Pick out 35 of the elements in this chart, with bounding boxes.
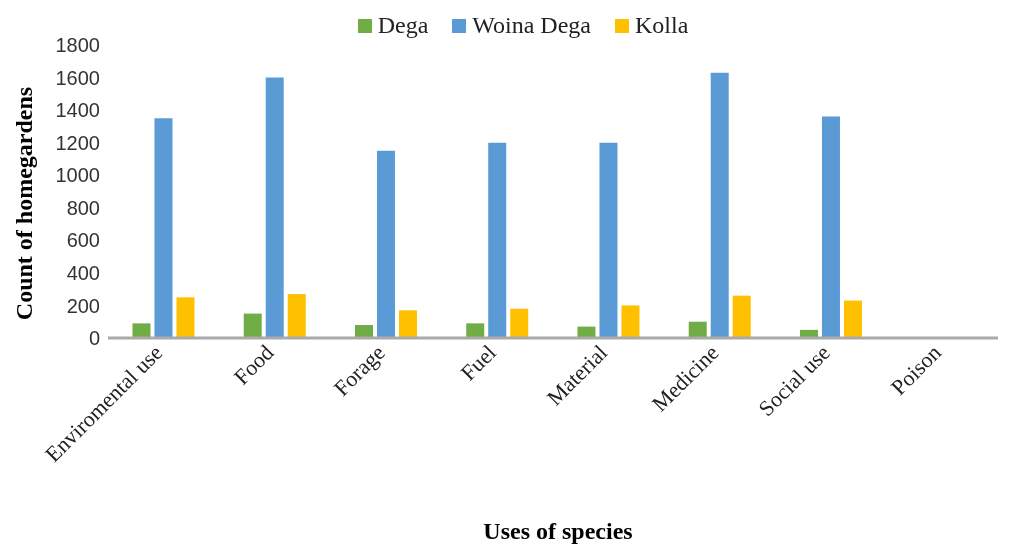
legend-label: Dega [376,12,429,39]
bar [398,310,417,338]
bar [466,323,485,338]
y-tick-label: 200 [66,294,100,317]
x-axis-title: Uses of species [482,518,634,545]
y-tick-label: 1800 [55,34,100,57]
bar [287,294,306,338]
bar [599,142,618,338]
x-tick-label: Fuel [455,339,501,386]
bar [376,150,395,338]
bar [821,116,840,338]
bar [132,323,151,338]
y-tick-label: 1200 [55,131,100,154]
bar [843,300,862,338]
bar [510,308,529,338]
y-tick-label: 600 [66,229,100,252]
y-tick-label: 800 [66,196,100,219]
bar [265,77,284,338]
y-tick-label: 400 [66,261,100,284]
bar [354,324,373,338]
y-tick-label: 1000 [55,164,100,187]
bar [732,295,751,338]
legend-label: Woina Dega [471,12,591,39]
bar [621,305,640,338]
bar [243,313,262,338]
y-tick-label: 1600 [55,66,100,89]
bar [710,72,729,338]
bar [154,118,173,338]
y-tick-label: 1400 [55,99,100,122]
y-axis-title: Count of homegardens [11,86,39,320]
bar [688,321,707,338]
y-tick-label: 0 [88,327,100,350]
legend-label: Kolla [634,12,689,39]
bar [488,142,507,338]
bar [176,297,195,338]
